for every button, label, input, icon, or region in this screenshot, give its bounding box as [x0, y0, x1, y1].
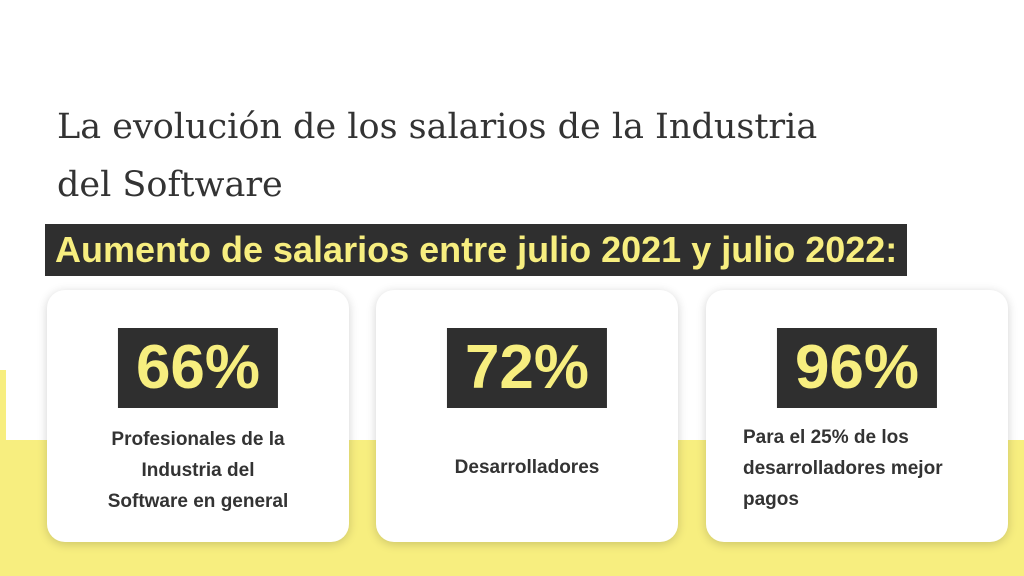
stat-description-line: Para el 25% de los: [743, 427, 909, 448]
stat-value: 72%: [446, 328, 608, 408]
stat-description-line: Industria del: [141, 460, 255, 481]
stat-description-line: Desarrolladores: [454, 457, 600, 478]
page-title-line-2: del Software: [57, 165, 283, 205]
stat-card-developers: 72% Desarrolladores: [376, 290, 678, 542]
stat-card-top-developers: 96% Para el 25% de los desarrolladores m…: [706, 290, 1008, 542]
stat-description-line: pagos: [743, 489, 799, 510]
stat-value: 96%: [776, 328, 938, 408]
stat-description: Para el 25% de los desarrolladores mejor…: [743, 422, 1003, 515]
stat-value: 66%: [117, 328, 279, 408]
stat-description-line: desarrolladores mejor: [743, 458, 943, 479]
page-title-line-1: La evolución de los salarios de la Indus…: [57, 107, 818, 147]
stat-description: Profesionales de la Industria del Softwa…: [47, 424, 349, 517]
yellow-left-edge: [0, 370, 6, 500]
subtitle-banner: Aumento de salarios entre julio 2021 y j…: [45, 224, 908, 276]
stat-description-line: Software en general: [107, 491, 289, 512]
stat-description-line: Profesionales de la: [111, 429, 285, 450]
stat-description: Desarrolladores: [376, 452, 678, 483]
stat-card-professionals: 66% Profesionales de la Industria del So…: [47, 290, 349, 542]
page-title: La evolución de los salarios de la Indus…: [57, 98, 877, 214]
